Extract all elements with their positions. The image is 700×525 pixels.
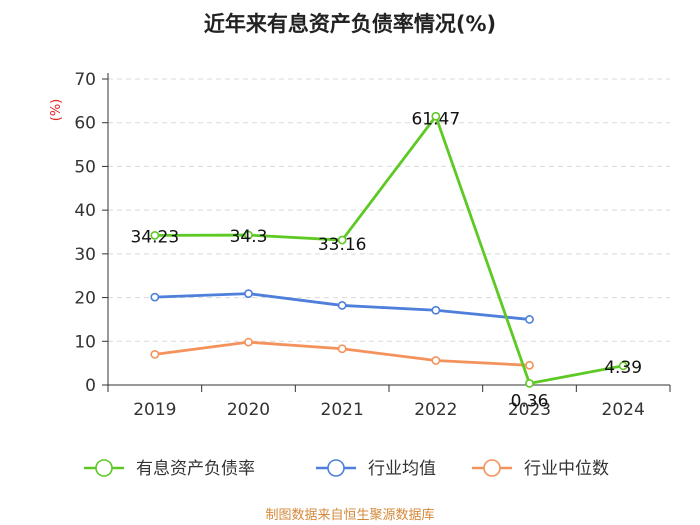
data-point <box>150 230 160 240</box>
x-tick-label: 2021 <box>321 400 364 420</box>
legend-label: 有息资产负债率 <box>136 459 255 479</box>
x-tick-label: 2024 <box>602 400 645 420</box>
x-tick-label: 2023 <box>508 400 551 420</box>
data-label: 34.23 <box>130 227 179 247</box>
series-line-0 <box>154 114 624 385</box>
legend-label: 行业中位数 <box>524 459 609 479</box>
data-point <box>525 379 534 388</box>
data-point <box>150 292 160 302</box>
data-label: 4.39 <box>604 358 642 378</box>
data-label: 0.36 <box>511 391 549 411</box>
data-point <box>244 230 253 240</box>
x-tick-label: 2022 <box>414 400 457 420</box>
y-tick-label: 70 <box>74 70 96 90</box>
y-tick-label: 60 <box>74 114 96 134</box>
data-point <box>618 361 628 371</box>
legend-marker <box>327 459 345 477</box>
legend-marker <box>95 459 113 477</box>
data-label: 34.3 <box>230 227 268 247</box>
y-tick-label: 20 <box>74 289 96 309</box>
data-label: 61.47 <box>411 109 460 129</box>
data-point <box>525 360 534 370</box>
y-tick-label: 50 <box>74 157 96 177</box>
grid-lines <box>108 78 670 342</box>
chart-title: 近年来有息资产负债率情况(%) <box>203 12 497 36</box>
x-tick-label: 2020 <box>227 400 270 420</box>
y-axis-unit-label: (%) <box>49 99 64 122</box>
axes: 0 10 20 30 40 50 60 70 (%) 2019 2020 2021 2022 2023 20… <box>49 70 671 420</box>
y-tick-label: 30 <box>74 245 96 265</box>
data-point <box>337 235 347 245</box>
y-tick-label: 0 <box>85 376 96 396</box>
data-point <box>244 289 253 299</box>
source-footer: 制图数据来自恒生聚源数据库 <box>265 508 435 523</box>
data-point <box>150 349 160 359</box>
data-point <box>525 315 534 324</box>
data-point <box>337 301 347 310</box>
data-labels: 34.23 34.3 33.16 61.47 0.36 4.39 <box>130 109 642 411</box>
data-label: 33.16 <box>318 235 367 255</box>
legend: 有息资产负债率 行业均值 行业中位数 <box>84 459 609 479</box>
y-tick-label: 10 <box>74 332 96 352</box>
data-point <box>337 344 347 354</box>
data-point <box>431 305 441 315</box>
data-point <box>244 337 253 347</box>
data-point <box>431 111 441 121</box>
y-tick-label: 40 <box>74 201 96 221</box>
x-tick-label: 2019 <box>133 400 176 420</box>
legend-label: 行业均值 <box>368 459 436 479</box>
data-point <box>431 356 441 365</box>
legend-marker <box>483 459 501 477</box>
series <box>150 111 628 388</box>
